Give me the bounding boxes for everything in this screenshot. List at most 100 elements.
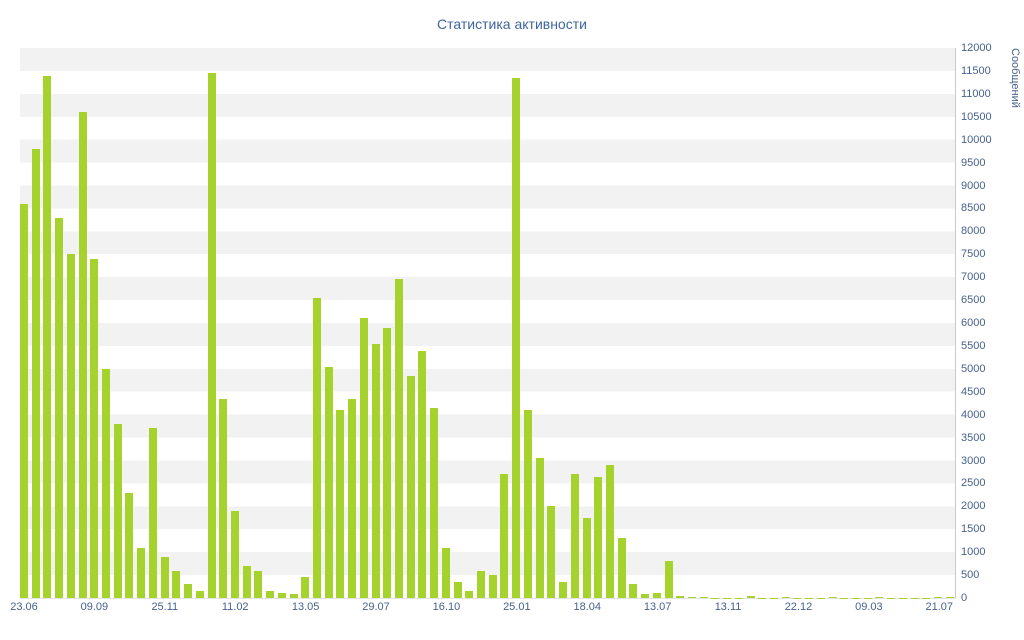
x-axis-tick-label: 21.07 [925, 601, 954, 613]
bar [266, 591, 275, 598]
y-axis-tick-label: 1500 [961, 523, 986, 536]
y-axis-tick-label: 10000 [961, 133, 992, 146]
x-axis-tick-label: 13.07 [643, 601, 672, 613]
y-axis-tick-label: 5500 [961, 339, 986, 352]
bar [582, 517, 591, 598]
bars-container [20, 48, 955, 598]
bar [453, 581, 462, 598]
bar [523, 410, 532, 598]
y-axis-tick-label: 4500 [961, 385, 986, 398]
bar [676, 595, 685, 598]
bar [547, 506, 556, 598]
y-axis-tick-label: 10500 [961, 110, 992, 123]
y-axis-tick-label: 6500 [961, 294, 986, 307]
bar [184, 584, 193, 598]
bar [687, 597, 696, 598]
bar [383, 327, 392, 598]
bar [348, 398, 357, 598]
bar [477, 570, 486, 598]
bar [230, 510, 239, 598]
x-axis-tick-label: 11.02 [221, 601, 249, 613]
y-axis-tick-label: 2500 [961, 477, 986, 490]
x-axis-tick-label: 13.05 [291, 601, 320, 613]
bar [20, 203, 28, 598]
bar [55, 217, 64, 598]
bar [535, 458, 544, 598]
bar [125, 492, 134, 598]
y-axis-tick-label: 3000 [961, 454, 986, 467]
bar [629, 584, 638, 598]
y-axis-tick-label: 4000 [961, 408, 986, 421]
bar [652, 593, 661, 598]
bar [31, 148, 40, 598]
bar [664, 561, 673, 598]
y-axis-tick-label: 9000 [961, 179, 986, 192]
bar [43, 75, 52, 598]
bar [699, 597, 708, 598]
bar [254, 570, 263, 598]
bar [406, 375, 415, 598]
y-axis-tick-label: 1000 [961, 546, 986, 559]
bar [336, 410, 345, 598]
x-axis-tick-label: 29.07 [362, 601, 390, 613]
bar [359, 318, 368, 598]
bar [500, 474, 509, 598]
x-axis-tick-label: 13.11 [714, 601, 742, 613]
bar [781, 597, 790, 598]
bar [617, 538, 626, 598]
plot-area [20, 48, 956, 599]
bar [172, 570, 181, 598]
y-axis-tick-label: 8500 [961, 202, 986, 215]
x-axis-tick-label: 16.10 [432, 601, 461, 613]
bar [641, 594, 650, 598]
bar [219, 398, 228, 598]
bar [828, 596, 837, 598]
bar [207, 73, 216, 598]
bar [512, 77, 521, 598]
y-axis: 0 500 1000 1500 2000 2500 3000 3500 4000 4500 5000… [961, 42, 1003, 604]
bar [312, 297, 321, 598]
bar [875, 597, 884, 598]
y-axis-tick-label: 11000 [961, 87, 991, 100]
x-axis-tick-label: 09.09 [80, 601, 109, 613]
bar [301, 577, 310, 598]
bar [418, 350, 427, 598]
y-axis-tick-label: 8000 [961, 225, 986, 238]
y-axis-tick-label: 5000 [961, 362, 986, 375]
chart-title: Статистика активности [437, 16, 587, 32]
bar [102, 368, 111, 598]
bar [195, 591, 204, 598]
bar [395, 279, 403, 598]
bar [934, 596, 943, 598]
x-axis-tick-label: 25.01 [503, 601, 531, 613]
x-axis-tick-label: 25.11 [151, 601, 179, 613]
bar [488, 575, 497, 598]
bar [242, 565, 251, 598]
x-axis-tick-label: 09.03 [855, 601, 883, 613]
x-axis-tick-label: 23.06 [10, 601, 38, 613]
y-axis-tick-label: 2000 [961, 500, 986, 513]
y-axis-title: Сообщений [1009, 48, 1021, 108]
bar [430, 407, 439, 598]
bar [605, 465, 614, 598]
x-axis: 23.06 09.09 25.11 11.02 13.05 29.07 16.10 25.01… [10, 601, 955, 617]
y-axis-tick-label: 3500 [961, 431, 986, 444]
y-axis-tick-label: 11500 [961, 64, 991, 77]
bar [746, 595, 755, 598]
y-axis-tick-label: 500 [961, 569, 980, 582]
y-axis-tick-label: 0 [961, 592, 968, 604]
y-axis-tick-label: 12000 [961, 42, 992, 54]
bar [324, 366, 333, 598]
bar [66, 254, 75, 598]
bar [371, 343, 380, 598]
y-axis-tick-label: 7000 [961, 271, 986, 284]
x-axis-tick-label: 22.12 [784, 601, 813, 613]
bar [441, 547, 450, 598]
y-axis-tick-label: 6000 [961, 317, 986, 329]
bar [137, 547, 146, 598]
bar [277, 593, 286, 598]
bar [945, 596, 954, 598]
bar [78, 112, 87, 598]
bar [160, 556, 169, 598]
bar [90, 258, 99, 598]
